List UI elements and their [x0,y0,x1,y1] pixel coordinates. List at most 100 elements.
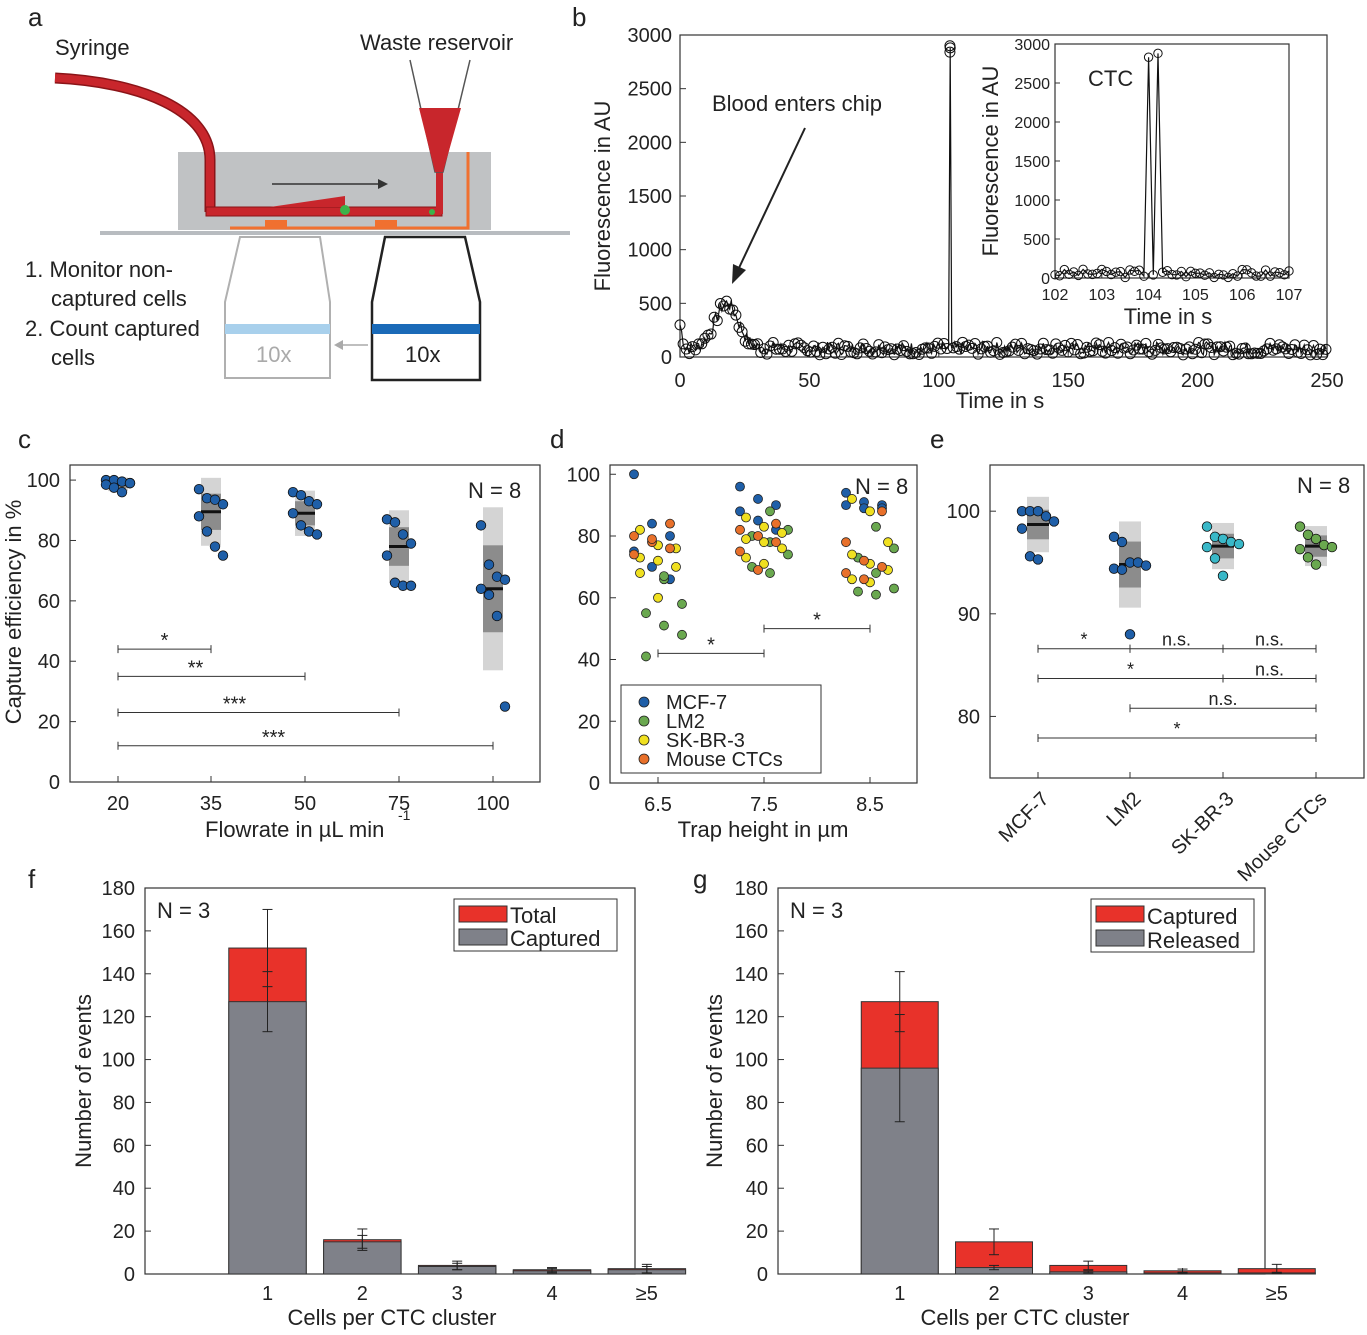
b-data-point [1314,343,1326,355]
d-data-point [653,592,663,603]
c-data-point [397,529,409,540]
d-data-point [735,506,745,517]
d-data-point [777,528,787,538]
main-channel [205,206,443,217]
inset-data-point [1176,266,1187,277]
e-data-point [1209,553,1221,564]
annotation-arrowhead [732,264,746,284]
inset-data-point [1232,271,1243,281]
c-xtick-label: 75 [388,793,410,815]
d-sig-label: * [813,610,821,632]
b-data-point [1065,337,1077,349]
b-data-point [904,348,916,360]
inset-ytick-label: 1000 [1014,193,1050,210]
inset-data-point [1246,268,1257,278]
annotation-arrow [737,127,806,271]
panel-e-label: e [930,424,944,454]
c-data-point [475,583,487,594]
d-data-point [659,620,669,631]
c-data-point [193,511,205,522]
e-data-point [1310,559,1322,570]
b-data-point [767,337,779,349]
c-xtick-label: 50 [294,793,316,815]
c-ytick-label: 100 [27,470,60,492]
b-data-point [817,341,829,353]
b-data-point [1199,338,1211,350]
b-data-point [1137,343,1149,355]
g-ytick-label: 80 [746,1092,768,1114]
d-ytick-label: 60 [578,588,600,610]
e-data-point [1302,552,1314,563]
legend-label-skbr3: SK-BR-3 [666,730,745,752]
c-ytick-label: 40 [38,651,60,673]
inset-xtick-label: 106 [1229,287,1256,304]
panel-f-label: f [28,864,36,894]
g-ytick-label: 40 [746,1178,768,1200]
inset-data-point [1195,268,1205,278]
panel-c-xlabel: Flowrate in µL min [205,817,384,842]
inset-data-point [1237,264,1247,275]
e-xtick-label: Mouse CTCs [1233,788,1331,886]
panel-e-n-label: N = 8 [1297,473,1350,498]
e-data-point [1048,516,1060,527]
b-data-point [1009,338,1021,350]
f-ytick-label: 20 [113,1221,135,1243]
b-ctc-peak-point [944,40,956,52]
b-xtick-label: 100 [922,370,955,392]
d-data-point [735,524,745,535]
b-data-point [935,343,947,355]
c-data-point [311,529,323,540]
c-data-point [295,489,307,501]
panel-d-n-label: N = 8 [855,474,908,499]
b-data-point [910,346,922,358]
g-ytick-label: 160 [735,921,768,943]
inset-data-point [1153,48,1163,59]
b-data-point [1242,348,1254,360]
d-data-point [771,518,781,529]
c-data-point [475,520,487,531]
e-data-point [1302,529,1314,540]
b-data-point [714,297,726,309]
inset-data-point [1260,265,1271,275]
d-data-point [777,543,787,554]
panel-f-legend-swatch-captured [458,928,508,946]
b-data-point [711,315,723,327]
b-data-point [1034,343,1046,355]
b-data-point [1205,342,1217,354]
b-data-point [901,345,913,357]
b-data-point [808,340,820,352]
panel-d-legend: MCF-7 LM2 SK-BR-3 Mouse CTCs [638,692,783,771]
inset-data-point [1181,272,1191,282]
inset-data-point [1186,266,1196,277]
b-data-point [708,311,720,323]
panel-b-annotation: Blood enters chip [712,91,882,116]
b-data-point [674,319,686,331]
b-data-point [1311,348,1323,360]
legend-label-mcf7: MCF-7 [666,692,727,714]
inset-data-point [1270,267,1280,277]
b-data-point [888,349,900,361]
b-data-point [1289,339,1301,351]
c-data-point [108,482,120,493]
panel-b-ylabel: Fluorescence in AU [590,101,615,292]
e-xtick-label: LM2 [1102,788,1145,831]
b-data-point [829,347,841,359]
c-data-point [483,559,495,570]
b-data-point [922,342,934,354]
g-ytick-label: 180 [735,878,768,900]
legend-marker-lm2 [638,715,650,727]
b-data-point [826,341,838,353]
c-data-point [483,589,495,601]
inset-ctc-label: CTC [1088,66,1133,91]
d-data-point [765,506,775,517]
c-ytick-label: 0 [49,772,60,794]
step-1-line-1: 1. Monitor non- [25,257,173,282]
d-data-point [641,651,651,662]
b-data-point [1320,343,1332,355]
c-data-point [209,541,221,552]
b-data-point [879,341,891,353]
d-data-point [629,531,639,541]
